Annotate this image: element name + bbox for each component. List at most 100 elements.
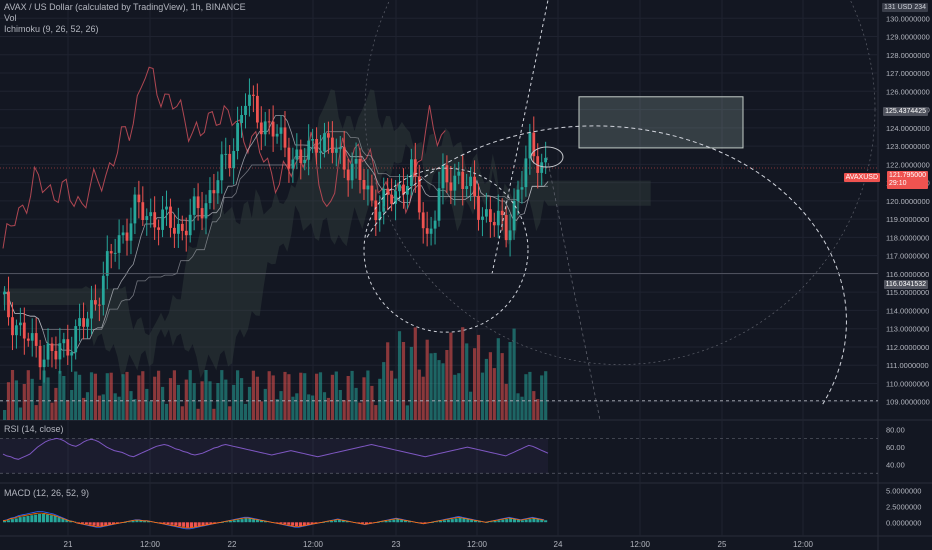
- candle-body: [457, 171, 461, 176]
- volume-bar: [536, 399, 540, 420]
- top-badge-value: 131: [883, 4, 896, 11]
- volume-bar: [85, 392, 90, 420]
- candle-body: [311, 139, 314, 141]
- candle-body: [354, 159, 358, 164]
- candle-body: [129, 223, 133, 241]
- ichimoku-indicator-label: Ichimoku (9, 26, 52, 26): [4, 24, 99, 34]
- candle-body: [208, 190, 212, 204]
- volume-bar: [240, 378, 244, 420]
- volume-bar: [153, 376, 157, 420]
- candle-body: [303, 159, 307, 163]
- volume-bar: [93, 373, 97, 420]
- volume-bar: [236, 370, 240, 420]
- candle-body: [331, 137, 334, 153]
- time-axis-label: 12:00: [467, 540, 488, 549]
- candle-body: [417, 176, 421, 213]
- volume-bar: [326, 397, 330, 420]
- candle-body: [307, 140, 311, 160]
- time-axis-label: 25: [718, 540, 727, 549]
- macd-histogram-bar: [186, 522, 190, 528]
- candle-body: [323, 133, 326, 152]
- macd-histogram-bar: [361, 522, 365, 524]
- macd-histogram-bar: [470, 519, 474, 523]
- candle-body: [30, 333, 34, 341]
- candle-body: [295, 149, 299, 160]
- macd-histogram-bar: [291, 522, 295, 526]
- macd-histogram-bar: [513, 519, 517, 523]
- ellipse-drawing: [530, 146, 564, 168]
- macd-histogram-bar: [38, 514, 42, 523]
- macd-histogram-bar: [127, 521, 131, 523]
- macd-histogram-bar: [295, 522, 299, 527]
- time-axis-label: 23: [392, 540, 401, 549]
- macd-histogram-bar: [341, 520, 345, 523]
- volume-bar: [89, 372, 94, 420]
- volume-bar: [342, 400, 346, 420]
- volume-bar: [161, 386, 165, 420]
- macd-histogram-bar: [131, 521, 135, 523]
- candle-body: [34, 333, 38, 346]
- price-tick-label: 128.0000000: [886, 51, 930, 60]
- candle-body: [299, 149, 303, 163]
- macd-histogram-bar: [493, 521, 497, 523]
- volume-bar: [413, 327, 417, 420]
- volume-bar: [58, 370, 62, 420]
- macd-histogram-bar: [380, 521, 384, 523]
- candle-body: [220, 154, 224, 181]
- candle-body: [449, 182, 453, 191]
- candle-body: [94, 300, 97, 305]
- candle-body: [153, 212, 157, 228]
- macd-histogram-bar: [18, 517, 22, 523]
- macd-histogram-bar: [314, 522, 318, 524]
- price-tick-label: 113.0000000: [886, 325, 929, 334]
- macd-histogram-bar: [540, 519, 544, 523]
- volume-bar: [421, 376, 425, 420]
- macd-histogram-bar: [330, 521, 334, 523]
- candle-body: [441, 165, 445, 189]
- macd-histogram-bar: [450, 519, 454, 523]
- volume-bar: [204, 370, 208, 420]
- volume-bar: [232, 384, 236, 420]
- last-price-change: 00: [918, 172, 926, 179]
- macd-histogram-bar: [221, 522, 225, 523]
- top-badge-unit: USD: [897, 4, 913, 11]
- candle-body: [109, 251, 113, 254]
- ichimoku-cloud: [3, 89, 651, 379]
- macd-histogram-bar: [240, 519, 244, 523]
- volume-bar: [157, 370, 161, 420]
- candle-body: [287, 147, 291, 169]
- macd-histogram-bar: [431, 522, 435, 523]
- time-axis-label: 12:00: [793, 540, 814, 549]
- macd-histogram-bar: [326, 521, 330, 523]
- volume-bar: [476, 334, 481, 420]
- candle-body: [157, 227, 160, 230]
- macd-histogram-bar: [287, 522, 291, 525]
- macd-histogram-bar: [158, 522, 162, 523]
- candle-body: [173, 227, 176, 234]
- volume-bar: [247, 386, 252, 420]
- volume-bar: [397, 331, 402, 420]
- volume-bar: [14, 380, 18, 420]
- volume-bar: [62, 376, 66, 420]
- volume-bar: [46, 377, 50, 420]
- volume-bar: [425, 339, 429, 420]
- macd-histogram-bar: [536, 519, 540, 523]
- volume-bar: [508, 342, 512, 420]
- volume-bar: [42, 370, 46, 420]
- volume-bar: [295, 393, 299, 420]
- volume-bar: [275, 399, 279, 420]
- macd-histogram-bar: [392, 519, 396, 523]
- volume-bar: [255, 376, 259, 420]
- symbol-title: AVAX / US Dollar (calculated by TradingV…: [4, 2, 246, 12]
- macd-histogram-bar: [41, 514, 45, 523]
- candle-body: [386, 188, 390, 195]
- volume-bar: [394, 378, 398, 420]
- macd-histogram-bar: [143, 521, 147, 523]
- candle-body: [26, 338, 30, 341]
- macd-histogram-bar: [505, 519, 509, 523]
- candle-body: [196, 196, 200, 209]
- volume-bar: [303, 373, 307, 420]
- rsi-line: [2, 437, 549, 460]
- price-tick-label: 110.0000000: [886, 379, 929, 388]
